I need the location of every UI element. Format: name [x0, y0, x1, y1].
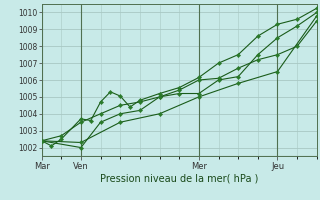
X-axis label: Pression niveau de la mer( hPa ): Pression niveau de la mer( hPa ) — [100, 173, 258, 183]
